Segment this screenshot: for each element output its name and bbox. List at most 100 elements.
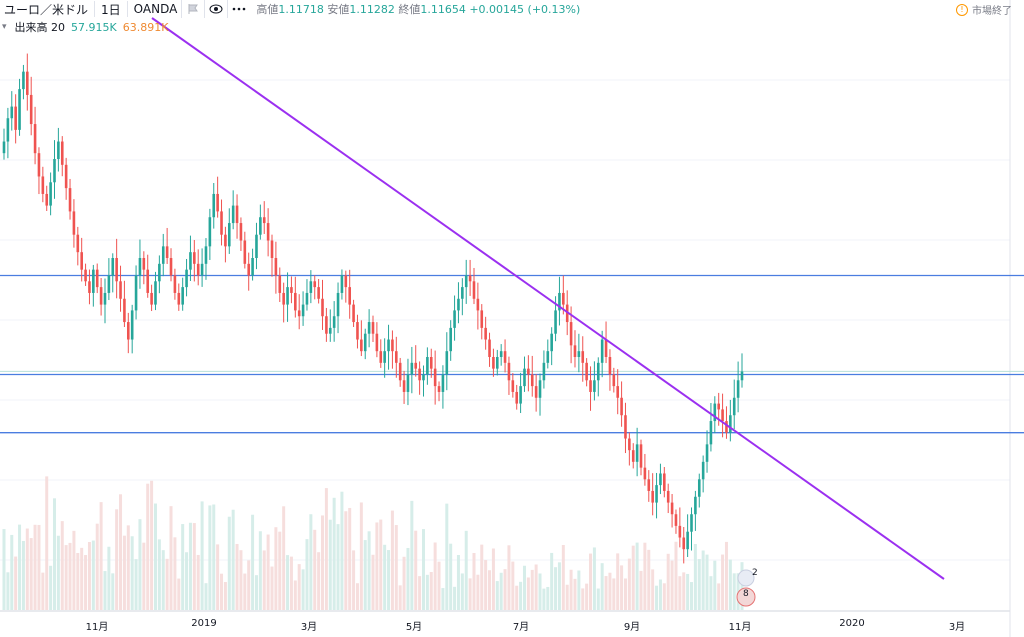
candle-body (484, 327, 487, 340)
volume-bar (64, 545, 68, 610)
candle-body (674, 514, 678, 526)
candle-body (173, 275, 177, 293)
candle-body (165, 246, 169, 258)
volume-bar (686, 573, 690, 610)
candle-body (235, 205, 239, 224)
candle-body (352, 304, 355, 323)
candle-body (282, 292, 285, 305)
candle-body (60, 141, 64, 165)
volume-bar (266, 534, 270, 610)
volume-bar (231, 509, 235, 610)
volume-bar (414, 530, 418, 610)
candle-body (150, 292, 153, 305)
interval-label[interactable]: 1日 (101, 2, 121, 17)
candle-body (581, 351, 585, 363)
candle-body (53, 159, 56, 183)
market-status-label: 市場終了 (972, 6, 1012, 17)
candle-body (239, 223, 243, 241)
candle-body (721, 409, 724, 422)
volume-bar (655, 585, 659, 610)
candle-body (367, 322, 371, 334)
candle-body (410, 362, 414, 375)
candle-body (119, 281, 122, 299)
candle-body (14, 106, 17, 130)
candle-body (305, 292, 309, 305)
candle-body (554, 310, 557, 334)
volume-bar (480, 544, 484, 610)
volume-bar (212, 504, 216, 610)
candle-body (736, 380, 740, 398)
volume-bar (503, 569, 507, 610)
volume-bar (573, 578, 577, 610)
candle-body (274, 258, 278, 276)
candle-body (402, 380, 406, 392)
candle-body (499, 351, 503, 357)
market-status[interactable]: ! 市場終了 (956, 2, 1012, 17)
volume-bar (371, 554, 375, 610)
volume-bar (321, 515, 325, 610)
candle-body (596, 362, 600, 381)
volume-bar (724, 541, 728, 610)
candle-body (336, 292, 340, 317)
volume-bar (627, 558, 631, 610)
volume-bar (200, 501, 204, 610)
volume-bar (507, 545, 511, 610)
candle-body (694, 496, 697, 515)
volume-bar (91, 540, 95, 610)
volume-bar (227, 516, 231, 610)
volume-bar (697, 559, 701, 610)
candle-body (161, 246, 165, 264)
volume-bar (421, 529, 425, 610)
axis-tick: 11月 (85, 622, 109, 633)
candle-body (126, 322, 130, 340)
candle-body (740, 371, 744, 381)
candle-body (189, 252, 192, 270)
volume-bar (142, 542, 146, 610)
candle-body (328, 327, 332, 334)
candle-body (29, 94, 33, 125)
volume-bar (332, 497, 336, 610)
collapse-icon[interactable]: ▾ (2, 22, 7, 32)
time-axis[interactable]: 11月 2019 3月 5月 7月 9月 11月 2020 3月 (0, 612, 1010, 637)
volume-bar (728, 559, 732, 610)
volume-bar (18, 524, 22, 610)
candle-body (620, 397, 623, 416)
candle-body (84, 269, 87, 282)
candle-body (433, 368, 437, 387)
candle-body (72, 211, 76, 235)
volume-bar (670, 560, 674, 610)
volume-bar (25, 528, 29, 610)
volume-bar (429, 571, 433, 610)
candle-body (177, 292, 181, 305)
volume-bar (495, 581, 499, 610)
eye-icon[interactable] (204, 0, 227, 18)
more-icon[interactable] (227, 0, 250, 18)
candle-body (64, 164, 68, 189)
volume-ma-value: 63.891K (122, 20, 169, 34)
volume-bar (445, 503, 449, 610)
candle-body (134, 275, 138, 311)
candle-body (659, 473, 662, 486)
axis-tick: 2020 (839, 618, 865, 629)
symbol-name[interactable]: ユーロ／米ドル (4, 2, 89, 17)
candle-body (158, 263, 161, 282)
candle-body (181, 287, 184, 305)
candle-body (220, 211, 223, 235)
volume-bar (181, 524, 185, 610)
axis-tick: 5月 (405, 622, 423, 633)
candle-body (519, 386, 522, 404)
flag-icon[interactable] (181, 0, 204, 18)
volume-bar (484, 560, 488, 610)
volume-bar (561, 544, 565, 610)
event-count: 8 (743, 589, 749, 599)
candle-body (360, 339, 363, 352)
volume-bar (437, 561, 441, 610)
candle-body (33, 124, 37, 154)
volume-bar (643, 542, 647, 610)
candle-body (542, 362, 546, 381)
candle-body (422, 374, 425, 381)
volume-bar (658, 579, 662, 610)
candle-body (690, 514, 693, 532)
low-value: 1.11282 (349, 3, 395, 16)
